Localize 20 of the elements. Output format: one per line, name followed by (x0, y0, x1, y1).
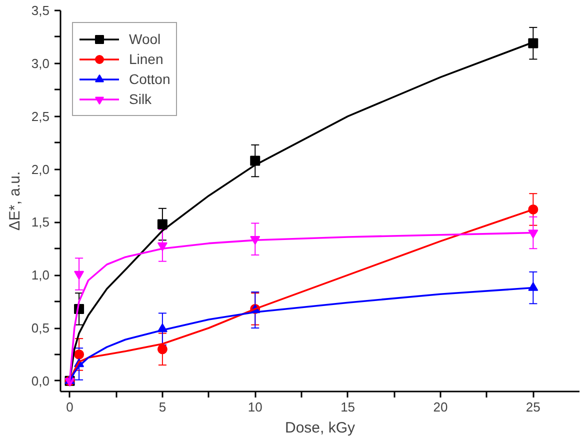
legend-label: Silk (129, 91, 152, 107)
y-tick-label: 3,5 (31, 3, 50, 18)
x-tick-label: 15 (340, 400, 356, 414)
y-tick-label: 1,0 (31, 268, 50, 283)
x-tick-label: 5 (158, 400, 166, 414)
x-tick-label: 20 (433, 400, 448, 414)
y-tick-label: 2,0 (31, 162, 50, 177)
y-tick-label: 3,0 (31, 56, 50, 71)
x-tick-label: 10 (248, 400, 262, 414)
y-tick-label: 0,5 (31, 320, 50, 336)
y-tick-label: 0,0 (31, 373, 50, 388)
x-tick-label: 0 (66, 400, 74, 414)
x-axis-title: Dose, kGy (284, 420, 356, 436)
y-axis-title: ΔE*, a.u. (6, 171, 24, 231)
legend-label: Cotton (129, 71, 170, 87)
y-tick-label: 2,5 (31, 108, 50, 124)
y-tick-label: 1,5 (31, 214, 50, 230)
legend-label: Linen (129, 51, 164, 67)
legend-label: Wool (129, 31, 161, 47)
x-tick-label: 25 (526, 400, 540, 414)
